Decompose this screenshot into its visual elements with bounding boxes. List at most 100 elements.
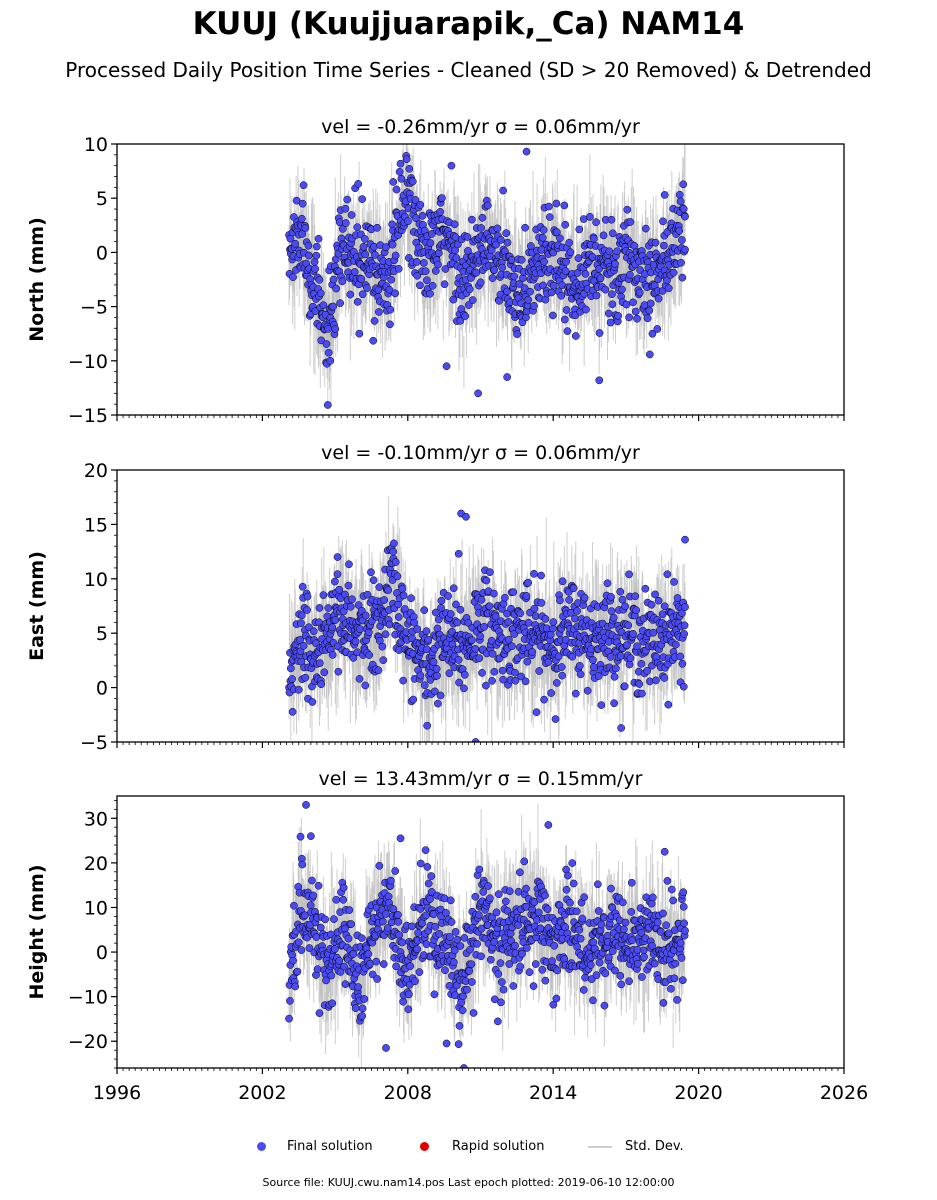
data-point — [294, 685, 303, 694]
data-point — [557, 663, 566, 671]
data-point — [649, 628, 658, 637]
data-point — [349, 654, 358, 662]
data-point — [618, 285, 626, 294]
data-point — [488, 274, 497, 282]
data-point — [375, 308, 383, 316]
x-minor-ticks — [116, 742, 845, 745]
data-point — [297, 619, 305, 627]
data-point — [338, 277, 347, 286]
data-point — [341, 204, 350, 213]
data-point — [301, 224, 310, 232]
data-point — [399, 676, 407, 685]
data-point — [562, 306, 571, 314]
data-point — [365, 651, 374, 659]
data-point — [373, 223, 381, 232]
outlier-point — [389, 547, 398, 556]
outlier-point — [447, 161, 456, 170]
data-point — [595, 329, 604, 337]
data-point — [586, 213, 594, 221]
data-point — [308, 698, 317, 706]
data-point — [299, 642, 308, 650]
data-point — [426, 289, 434, 298]
data-point — [663, 570, 672, 579]
data-point — [648, 329, 657, 338]
data-point — [568, 652, 577, 661]
data-point — [676, 197, 685, 206]
data-point — [301, 911, 309, 920]
data-point — [336, 299, 344, 307]
data-point — [592, 218, 600, 227]
data-point — [476, 632, 485, 641]
page-subtitle: Processed Daily Position Time Series - C… — [65, 58, 872, 82]
data-point — [606, 318, 615, 327]
data-point — [504, 618, 513, 626]
data-point — [557, 291, 566, 300]
data-point — [315, 604, 324, 612]
data-point — [581, 270, 590, 278]
y-tick-label: 5 — [96, 188, 108, 210]
data-point — [333, 570, 342, 579]
data-point — [491, 612, 500, 621]
data-point — [440, 280, 449, 289]
data-point — [468, 296, 477, 304]
data-point — [411, 196, 420, 204]
data-point — [309, 627, 318, 636]
outlier-point — [660, 191, 669, 199]
data-point — [664, 284, 673, 293]
data-point — [471, 644, 480, 653]
data-point — [288, 707, 297, 716]
data-point — [361, 250, 370, 259]
data-point — [607, 215, 616, 224]
data-point — [638, 689, 646, 698]
data-point — [526, 287, 534, 296]
data-point — [613, 247, 622, 256]
data-point — [361, 681, 370, 690]
data-point — [629, 629, 637, 638]
data-point — [298, 199, 307, 208]
data-point — [607, 593, 615, 601]
data-point — [398, 585, 407, 593]
data-point — [446, 610, 455, 618]
data-point — [292, 196, 301, 205]
data-point — [456, 316, 465, 325]
y-tick-label: 0 — [96, 678, 108, 700]
data-point — [611, 260, 619, 268]
data-point — [622, 300, 631, 309]
data-point — [380, 596, 389, 604]
data-point — [412, 258, 421, 266]
data-point — [453, 240, 462, 249]
data-point — [297, 946, 306, 954]
y-tick-label: −5 — [80, 297, 108, 319]
data-point — [354, 180, 363, 188]
plot-area-height — [285, 801, 689, 1068]
data-point — [503, 238, 512, 247]
data-point — [517, 672, 526, 681]
data-point — [497, 236, 505, 244]
data-point — [453, 618, 462, 627]
data-point — [315, 275, 324, 284]
data-point — [601, 285, 610, 294]
data-point — [603, 579, 612, 588]
data-point — [426, 239, 435, 247]
data-point — [610, 699, 618, 708]
data-point — [299, 181, 308, 190]
data-point — [653, 325, 662, 333]
data-point — [328, 999, 337, 1008]
data-point — [589, 656, 597, 664]
data-point — [305, 251, 313, 260]
data-point — [449, 584, 458, 593]
data-point — [538, 233, 547, 242]
data-point — [547, 689, 555, 697]
data-point — [498, 263, 507, 272]
data-point — [553, 228, 561, 237]
data-point — [371, 251, 379, 259]
data-point — [561, 220, 570, 229]
data-point — [328, 651, 337, 659]
data-point — [540, 257, 548, 266]
data-point — [646, 299, 655, 308]
data-point — [669, 268, 678, 277]
data-point — [670, 578, 678, 586]
data-point — [330, 915, 338, 923]
data-point — [375, 583, 384, 591]
data-point — [294, 938, 303, 947]
